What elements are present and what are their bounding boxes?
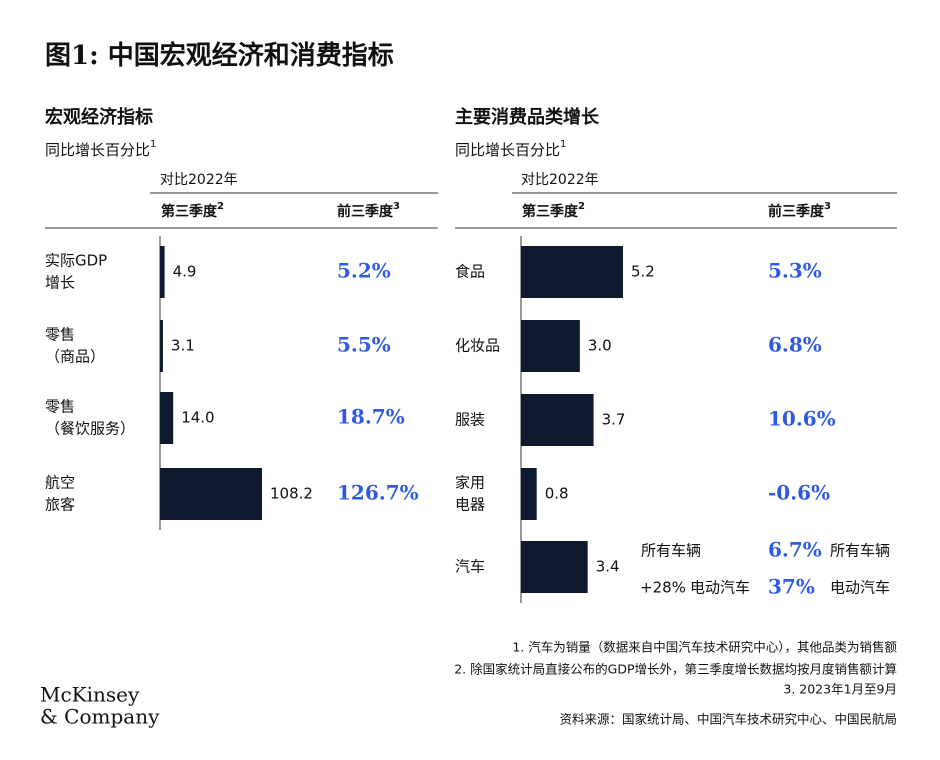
ytd-label: 18.7% bbox=[337, 405, 405, 429]
annotation: 电动汽车 bbox=[830, 579, 890, 597]
logo: & Company bbox=[40, 705, 160, 729]
panel-subtitle-note: 1 bbox=[560, 139, 566, 150]
panel-subtitle-text: 同比增长百分比 bbox=[45, 141, 150, 159]
value-label: 0.8 bbox=[545, 485, 569, 503]
panel-subtitle: 同比增长百分比1 bbox=[45, 139, 156, 159]
bar bbox=[521, 394, 594, 446]
annotation: 所有车辆 bbox=[830, 542, 890, 560]
column-header-text: 前三季度 bbox=[768, 203, 825, 220]
ytd-label: 6.8% bbox=[768, 333, 822, 357]
value-label: 3.0 bbox=[588, 337, 612, 355]
value-label: 3.1 bbox=[171, 337, 195, 355]
panel-title: 宏观经济指标 bbox=[45, 106, 153, 128]
column-header-text: 第三季度 bbox=[161, 203, 218, 220]
bar bbox=[521, 468, 537, 520]
panel-subtitle-text: 同比增长百分比 bbox=[455, 141, 560, 159]
column-header-note: 2 bbox=[578, 201, 585, 212]
bar bbox=[521, 246, 623, 298]
ytd-label: 37% bbox=[768, 575, 815, 599]
compare-label: 对比2022年 bbox=[521, 172, 599, 188]
ytd-label: -0.6% bbox=[768, 481, 830, 505]
annotation: 电动汽车 bbox=[690, 579, 750, 597]
column-header: 前三季度3 bbox=[337, 201, 400, 220]
category-label: 零售 bbox=[45, 326, 75, 344]
footnote: 2. 除国家统计局直接公布的GDP增长外，第三季度增长数据均按月度销售额计算 bbox=[454, 662, 897, 677]
category-label: 增长 bbox=[45, 274, 75, 292]
value-label: 108.2 bbox=[270, 485, 313, 503]
column-header-text: 第三季度 bbox=[522, 203, 579, 220]
category-label: 食品 bbox=[455, 263, 485, 281]
category-label: 旅客 bbox=[45, 496, 75, 514]
bar bbox=[521, 541, 588, 593]
panel-subtitle: 同比增长百分比1 bbox=[455, 139, 566, 159]
source: 资料来源：国家统计局、中国汽车技术研究中心、中国民航局 bbox=[559, 712, 897, 727]
ytd-label: 6.7% bbox=[768, 538, 822, 562]
value-label: 4.9 bbox=[173, 263, 197, 281]
category-label: 航空 bbox=[45, 474, 75, 492]
column-header-note: 3 bbox=[393, 201, 400, 212]
ytd-label: 5.3% bbox=[768, 259, 822, 283]
bar bbox=[521, 320, 580, 372]
footnote: 1. 汽车为销量（数据来自中国汽车技术研究中心），其他品类为销售额 bbox=[512, 640, 897, 655]
category-label: 家用 bbox=[455, 474, 485, 492]
bar bbox=[160, 392, 174, 444]
annotation: 所有车辆 bbox=[641, 542, 701, 560]
footnote: 3. 2023年1月至9月 bbox=[783, 682, 897, 697]
category-label: 化妆品 bbox=[455, 337, 500, 355]
bar bbox=[160, 246, 165, 298]
annotation: +28% bbox=[640, 579, 686, 597]
value-label: 3.7 bbox=[602, 411, 626, 429]
value-label: 14.0 bbox=[181, 409, 214, 427]
bar bbox=[160, 468, 262, 520]
column-header: 第三季度2 bbox=[161, 201, 224, 220]
category-label: 零售 bbox=[45, 398, 75, 416]
panel-subtitle-note: 1 bbox=[150, 139, 156, 150]
compare-label: 对比2022年 bbox=[160, 172, 238, 188]
ytd-label: 5.5% bbox=[337, 333, 391, 357]
category-label: 电器 bbox=[455, 496, 485, 514]
column-header: 第三季度2 bbox=[522, 201, 585, 220]
column-header-note: 3 bbox=[824, 201, 831, 212]
category-label: 汽车 bbox=[455, 558, 485, 576]
column-header-text: 前三季度 bbox=[337, 203, 394, 220]
category-label: 实际GDP bbox=[45, 252, 107, 270]
ytd-label: 126.7% bbox=[337, 481, 419, 505]
page-title: 图1: 中国宏观经济和消费指标 bbox=[45, 40, 394, 71]
category-label: 服装 bbox=[455, 411, 485, 429]
column-header-note: 2 bbox=[217, 201, 224, 212]
ytd-label: 10.6% bbox=[768, 407, 836, 431]
value-label: 3.4 bbox=[596, 558, 620, 576]
category-label: （餐饮服务） bbox=[45, 420, 135, 438]
bar bbox=[160, 320, 163, 372]
category-label: （商品） bbox=[45, 348, 105, 366]
column-header: 前三季度3 bbox=[768, 201, 831, 220]
logo: McKinsey bbox=[40, 683, 140, 707]
panel-title: 主要消费品类增长 bbox=[455, 106, 600, 128]
value-label: 5.2 bbox=[631, 263, 655, 281]
ytd-label: 5.2% bbox=[337, 259, 391, 283]
